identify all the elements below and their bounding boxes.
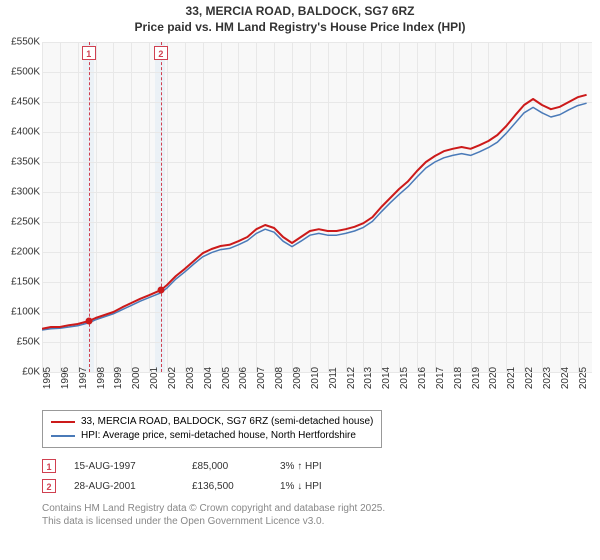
x-tick-label: 2014 (381, 367, 392, 389)
legend-row: HPI: Average price, semi-detached house,… (51, 429, 373, 443)
y-tick-label: £250K (11, 217, 40, 228)
event-line (161, 42, 162, 372)
x-tick-label: 2017 (435, 367, 446, 389)
title-line-2: Price paid vs. HM Land Registry's House … (0, 20, 600, 36)
x-tick-label: 2024 (560, 367, 571, 389)
title-block: 33, MERCIA ROAD, BALDOCK, SG7 6RZ Price … (0, 0, 600, 37)
x-tick-label: 2016 (417, 367, 428, 389)
event-number-box: 1 (42, 459, 56, 473)
series-line (42, 103, 587, 330)
x-tick-label: 2001 (149, 367, 160, 389)
event-date: 28-AUG-2001 (74, 481, 174, 492)
legend-label: 33, MERCIA ROAD, BALDOCK, SG7 6RZ (semi-… (81, 415, 373, 429)
y-tick-label: £300K (11, 187, 40, 198)
y-tick-label: £350K (11, 157, 40, 168)
event-row: 2 28-AUG-2001 £136,500 1% ↓ HPI (42, 476, 370, 496)
attribution: Contains HM Land Registry data © Crown c… (42, 502, 385, 528)
event-row: 1 15-AUG-1997 £85,000 3% ↑ HPI (42, 456, 370, 476)
chart-svg (42, 42, 592, 372)
y-tick-label: £100K (11, 307, 40, 318)
legend-row: 33, MERCIA ROAD, BALDOCK, SG7 6RZ (semi-… (51, 415, 373, 429)
x-tick-label: 1999 (113, 367, 124, 389)
x-tick-label: 2018 (453, 367, 464, 389)
legend: 33, MERCIA ROAD, BALDOCK, SG7 6RZ (semi-… (42, 410, 382, 448)
event-price: £85,000 (192, 461, 262, 472)
x-tick-label: 2020 (488, 367, 499, 389)
x-tick-label: 2022 (524, 367, 535, 389)
x-tick-label: 2002 (167, 367, 178, 389)
legend-swatch (51, 435, 75, 437)
title-line-1: 33, MERCIA ROAD, BALDOCK, SG7 6RZ (0, 4, 600, 20)
attribution-line-1: Contains HM Land Registry data © Crown c… (42, 502, 385, 515)
x-tick-label: 2010 (310, 367, 321, 389)
x-tick-label: 1997 (78, 367, 89, 389)
series-line (42, 95, 587, 329)
y-tick-label: £0K (22, 367, 40, 378)
event-delta: 3% ↑ HPI (280, 461, 370, 472)
event-price: £136,500 (192, 481, 262, 492)
x-tick-label: 2015 (399, 367, 410, 389)
y-tick-label: £200K (11, 247, 40, 258)
marker-dot (85, 318, 92, 325)
x-tick-label: 2006 (238, 367, 249, 389)
x-tick-label: 2000 (131, 367, 142, 389)
marker-dot (157, 287, 164, 294)
x-tick-label: 2011 (328, 367, 339, 389)
y-tick-label: £150K (11, 277, 40, 288)
x-tick-label: 2023 (542, 367, 553, 389)
x-tick-label: 2012 (346, 367, 357, 389)
attribution-line-2: This data is licensed under the Open Gov… (42, 515, 385, 528)
x-tick-label: 2003 (185, 367, 196, 389)
x-tick-label: 2013 (363, 367, 374, 389)
events-table: 1 15-AUG-1997 £85,000 3% ↑ HPI 2 28-AUG-2001 £… (42, 456, 370, 496)
y-tick-label: £400K (11, 127, 40, 138)
x-tick-label: 1995 (42, 367, 53, 389)
event-delta: 1% ↓ HPI (280, 481, 370, 492)
x-tick-label: 2008 (274, 367, 285, 389)
x-tick-label: 2019 (471, 367, 482, 389)
x-tick-label: 2005 (221, 367, 232, 389)
x-tick-label: 2025 (578, 367, 589, 389)
x-tick-label: 1996 (60, 367, 71, 389)
legend-label: HPI: Average price, semi-detached house,… (81, 429, 356, 443)
legend-swatch (51, 421, 75, 423)
x-tick-label: 2009 (292, 367, 303, 389)
x-tick-label: 2004 (203, 367, 214, 389)
x-tick-label: 2021 (506, 367, 517, 389)
x-tick-label: 1998 (96, 367, 107, 389)
chart-plot-area (42, 42, 592, 372)
x-tick-label: 2007 (256, 367, 267, 389)
y-tick-label: £550K (11, 37, 40, 48)
y-tick-label: £50K (17, 337, 40, 348)
chart-container: 33, MERCIA ROAD, BALDOCK, SG7 6RZ Price … (0, 0, 600, 560)
event-date: 15-AUG-1997 (74, 461, 174, 472)
y-tick-label: £500K (11, 67, 40, 78)
event-number-box: 2 (42, 479, 56, 493)
y-tick-label: £450K (11, 97, 40, 108)
event-marker-box: 1 (82, 46, 96, 60)
event-marker-box: 2 (154, 46, 168, 60)
